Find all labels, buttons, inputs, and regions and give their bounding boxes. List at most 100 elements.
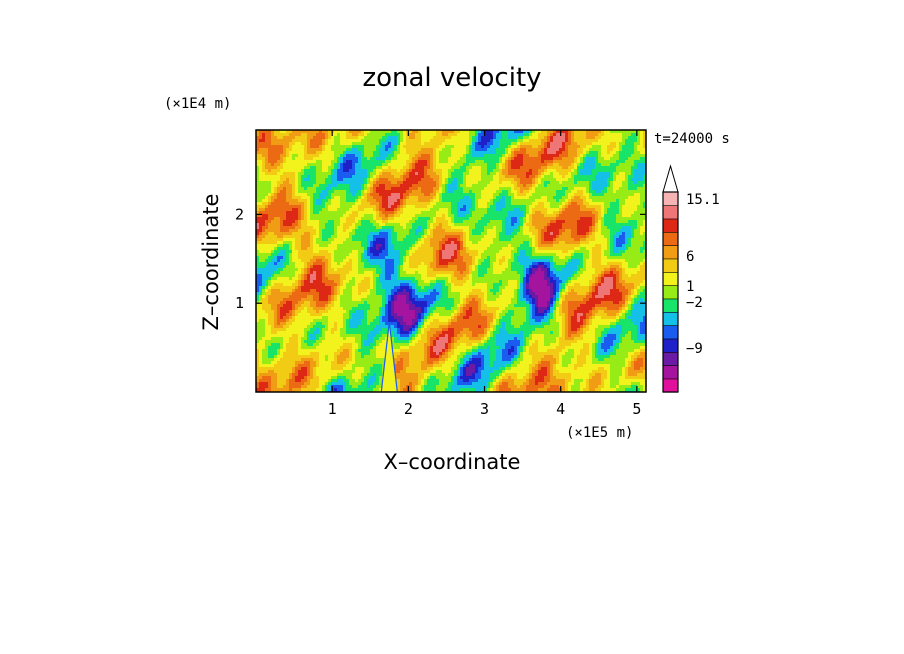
contour-cell <box>346 136 350 140</box>
contour-cell <box>271 133 275 137</box>
contour-cell <box>619 214 623 218</box>
contour-cell <box>307 193 311 197</box>
contour-cell <box>544 214 548 218</box>
contour-cell <box>301 130 305 134</box>
contour-cell <box>412 181 416 185</box>
contour-cell <box>550 205 554 209</box>
contour-cell <box>256 196 260 200</box>
contour-cell <box>400 160 404 164</box>
contour-cell <box>283 217 287 221</box>
contour-cell <box>475 211 479 215</box>
contour-cell <box>457 136 461 140</box>
contour-cell <box>559 175 563 179</box>
contour-cell <box>547 142 551 146</box>
contour-cell <box>616 235 620 239</box>
contour-cell <box>259 142 263 146</box>
contour-cell <box>427 214 431 218</box>
contour-cell <box>424 214 428 218</box>
contour-cell <box>556 154 560 158</box>
contour-cell <box>523 226 527 230</box>
contour-cell <box>499 220 503 224</box>
contour-cell <box>439 181 443 185</box>
contour-cell <box>355 220 359 224</box>
contour-cell <box>439 151 443 155</box>
contour-cell <box>589 142 593 146</box>
contour-cell <box>610 175 614 179</box>
contour-cell <box>604 157 608 161</box>
contour-cell <box>289 160 293 164</box>
contour-cell <box>313 181 317 185</box>
contour-cell <box>316 205 320 209</box>
contour-cell <box>382 181 386 185</box>
contour-cell <box>472 202 476 206</box>
contour-cell <box>262 187 266 191</box>
contour-cell <box>271 151 275 155</box>
contour-cell <box>274 154 278 158</box>
contour-cell <box>418 244 422 248</box>
contour-cell <box>568 145 572 149</box>
contour-cell <box>532 166 536 170</box>
contour-cell <box>559 202 563 206</box>
contour-cell <box>280 226 284 230</box>
contour-cell <box>469 229 473 233</box>
contour-cell <box>280 172 284 176</box>
contour-cell <box>295 181 299 185</box>
contour-cell <box>622 130 626 134</box>
contour-cell <box>349 223 353 227</box>
contour-cell <box>631 196 635 200</box>
contour-cell <box>358 175 362 179</box>
contour-cell <box>568 142 572 146</box>
contour-cell <box>277 163 281 167</box>
contour-cell <box>451 193 455 197</box>
contour-cell <box>367 208 371 212</box>
contour-cell <box>616 175 620 179</box>
contour-cell <box>586 145 590 149</box>
contour-cell <box>394 163 398 167</box>
contour-cell <box>457 202 461 206</box>
contour-cell <box>625 145 629 149</box>
contour-cell <box>532 184 536 188</box>
contour-cell <box>454 220 458 224</box>
contour-cell <box>415 232 419 236</box>
contour-cell <box>289 223 293 227</box>
contour-cell <box>553 172 557 176</box>
contour-cell <box>391 181 395 185</box>
contour-cell <box>259 154 263 158</box>
contour-cell <box>406 217 410 221</box>
contour-cell <box>556 175 560 179</box>
contour-cell <box>589 235 593 239</box>
contour-cell <box>283 244 287 248</box>
contour-cell <box>565 241 569 245</box>
contour-cell <box>277 178 281 182</box>
contour-cell <box>499 139 503 143</box>
contour-cell <box>364 193 368 197</box>
contour-cell <box>334 166 338 170</box>
contour-cell <box>460 175 464 179</box>
contour-cell <box>604 199 608 203</box>
contour-cell <box>628 151 632 155</box>
contour-cell <box>466 226 470 230</box>
contour-cell <box>460 181 464 185</box>
contour-cell <box>439 193 443 197</box>
contour-cell <box>409 169 413 173</box>
contour-cell <box>550 163 554 167</box>
contour-cell <box>415 244 419 248</box>
contour-cell <box>505 142 509 146</box>
contour-cell <box>520 184 524 188</box>
contour-cell <box>469 145 473 149</box>
contour-cell <box>517 217 521 221</box>
contour-cell <box>421 154 425 158</box>
contour-cell <box>415 202 419 206</box>
contour-cell <box>274 217 278 221</box>
contour-cell <box>550 160 554 164</box>
contour-cell <box>259 181 263 185</box>
contour-cell <box>286 202 290 206</box>
contour-cell <box>385 151 389 155</box>
contour-cell <box>337 184 341 188</box>
contour-cell <box>478 208 482 212</box>
contour-cell <box>301 193 305 197</box>
contour-cell <box>448 163 452 167</box>
contour-cell <box>598 133 602 137</box>
contour-cell <box>271 178 275 182</box>
contour-cell <box>568 157 572 161</box>
